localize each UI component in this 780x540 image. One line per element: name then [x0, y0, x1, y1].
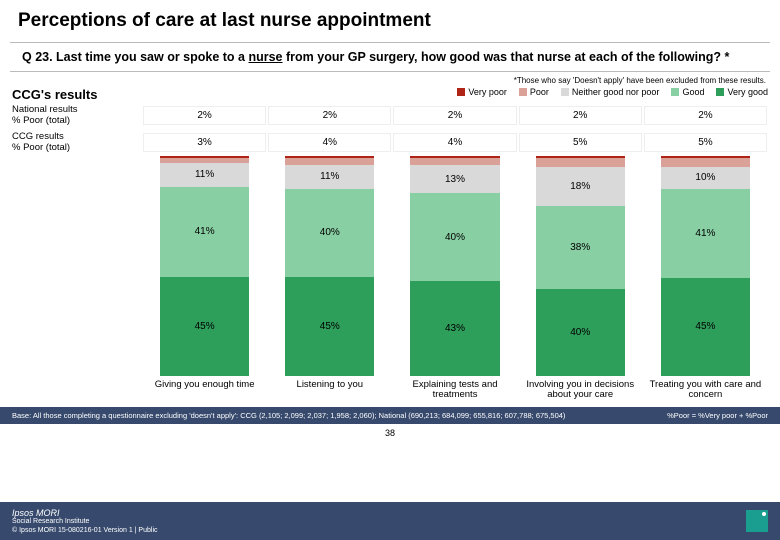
bar-column: 11%40%45% — [267, 156, 392, 376]
x-category-label: Treating you with care and concern — [643, 380, 768, 401]
ccg-row: CCG results% Poor (total) 3%4%4%5%5% — [12, 129, 768, 156]
bar-segment-good: 41% — [160, 187, 249, 277]
ccg-poor-cell: 3% — [143, 133, 266, 152]
bar-segment-very_good: 43% — [410, 281, 499, 376]
bar-segment-neither: 11% — [160, 163, 249, 187]
bar-segment-good: 38% — [536, 206, 625, 289]
copyright: © Ipsos MORI 15-080216-01 Version 1 | Pu… — [12, 527, 158, 534]
ccg-label: CCG results% Poor (total) — [12, 129, 142, 156]
national-poor-cell: 2% — [268, 106, 391, 125]
national-cells: 2%2%2%2%2% — [142, 106, 768, 125]
bar-segment-neither: 18% — [536, 167, 625, 206]
legend-label: Very poor — [468, 87, 507, 97]
exclusion-note: *Those who say 'Doesn't apply' have been… — [0, 74, 780, 85]
slide: Perceptions of care at last nurse appoin… — [0, 0, 780, 540]
x-category-label: Listening to you — [267, 380, 392, 401]
bar-segment-neither: 10% — [661, 167, 750, 189]
x-category-label: Explaining tests and treatments — [392, 380, 517, 401]
chart-left-spacer — [12, 156, 142, 376]
bar-segment-good: 41% — [661, 189, 750, 278]
ccg-results-label: CCG's results — [12, 87, 142, 102]
bar-column: 11%41%45% — [142, 156, 267, 376]
x-categories: Giving you enough timeListening to youEx… — [142, 380, 768, 401]
national-row: National results% Poor (total) 2%2%2%2%2… — [12, 102, 768, 129]
bar-segment-poor — [410, 158, 499, 165]
poor-definition: %Poor = %Very poor + %Poor — [667, 411, 768, 420]
bar-segment-neither: 11% — [285, 165, 374, 189]
bar-segment-very_good: 45% — [661, 278, 750, 376]
legend-label: Good — [682, 87, 704, 97]
question-underlined: nurse — [248, 50, 282, 64]
legend-label: Neither good nor poor — [572, 87, 660, 97]
bar-column: 18%38%40% — [518, 156, 643, 376]
bar-segment-poor — [536, 158, 625, 167]
legend-item: Poor — [519, 87, 549, 97]
legend-item: Very good — [716, 87, 768, 97]
legend-item: Good — [671, 87, 704, 97]
footer-base-bar: Base: All those completing a questionnai… — [0, 407, 780, 424]
brand-block: Ipsos MORI Social Research Institute © I… — [12, 508, 158, 534]
legend-label: Poor — [530, 87, 549, 97]
chart-area: National results% Poor (total) 2%2%2%2%2… — [0, 102, 780, 376]
xaxis-spacer — [12, 380, 142, 401]
ipsos-logo-icon — [746, 510, 768, 532]
bar-segment-neither: 13% — [410, 165, 499, 194]
chart-body: 11%41%45%11%40%45%13%40%43%18%38%40%10%4… — [12, 156, 768, 376]
legend-swatch — [671, 88, 679, 96]
ccg-poor-cell: 5% — [644, 133, 767, 152]
base-text: Base: All those completing a questionnai… — [12, 411, 565, 420]
ccg-poor-cell: 4% — [268, 133, 391, 152]
ccg-poor-cell: 4% — [393, 133, 516, 152]
bar-segment-very_good: 45% — [285, 277, 374, 376]
bar-segment-very_good: 45% — [160, 277, 249, 376]
title-area: Perceptions of care at last nurse appoin… — [0, 0, 780, 40]
brand-name: Ipsos MORI — [12, 508, 60, 518]
legend-swatch — [561, 88, 569, 96]
bar-segment-good: 40% — [285, 189, 374, 277]
national-poor-cell: 2% — [393, 106, 516, 125]
bar-column: 13%40%43% — [392, 156, 517, 376]
question-suffix: from your GP surgery, how good was that … — [283, 50, 730, 64]
x-axis: Giving you enough timeListening to youEx… — [0, 376, 780, 401]
ccg-cells: 3%4%4%5%5% — [142, 133, 768, 152]
x-category-label: Involving you in decisions about your ca… — [518, 380, 643, 401]
bar-segment-poor — [285, 158, 374, 165]
legend-swatch — [716, 88, 724, 96]
brand-subtitle: Social Research Institute — [12, 518, 158, 525]
question-bar: Q 23. Last time you saw or spoke to a nu… — [10, 42, 770, 72]
legend-item: Very poor — [457, 87, 507, 97]
legend-swatch — [457, 88, 465, 96]
national-poor-cell: 2% — [519, 106, 642, 125]
question-prefix: Q 23. Last time you saw or spoke to a — [22, 50, 248, 64]
legend-swatch — [519, 88, 527, 96]
ccg-header-row: CCG's results Very poor Poor Neither good … — [0, 85, 780, 102]
bars-area: 11%41%45%11%40%45%13%40%43%18%38%40%10%4… — [142, 156, 768, 376]
bar-column: 10%41%45% — [643, 156, 768, 376]
footer-brand-bar: Ipsos MORI Social Research Institute © I… — [0, 502, 780, 540]
bar-segment-poor — [661, 158, 750, 167]
x-category-label: Giving you enough time — [142, 380, 267, 401]
page-title: Perceptions of care at last nurse appoin… — [18, 10, 762, 32]
ccg-poor-cell: 5% — [519, 133, 642, 152]
bar-segment-very_good: 40% — [536, 289, 625, 376]
national-poor-cell: 2% — [143, 106, 266, 125]
legend-item: Neither good nor poor — [561, 87, 660, 97]
national-label: National results% Poor (total) — [12, 102, 142, 129]
legend-label: Very good — [727, 87, 768, 97]
page-number: 38 — [0, 424, 780, 442]
legend: Very poor Poor Neither good nor poor Good Ve… — [457, 87, 768, 97]
national-poor-cell: 2% — [644, 106, 767, 125]
bar-segment-good: 40% — [410, 193, 499, 281]
